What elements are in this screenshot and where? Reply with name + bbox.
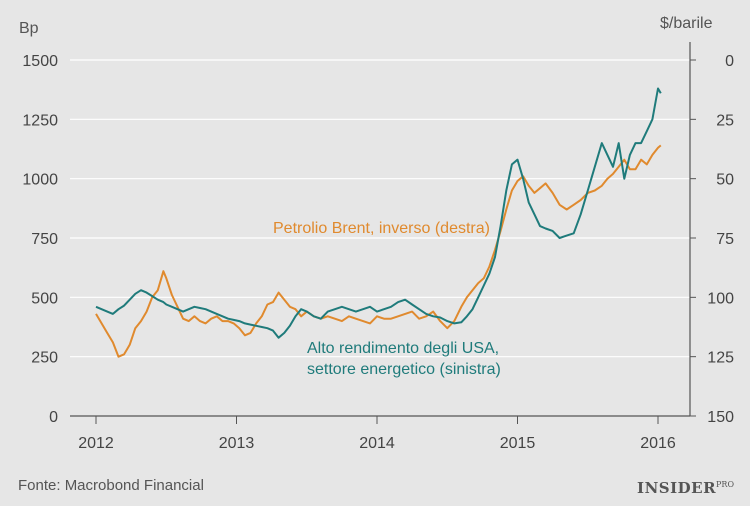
- x-tick-label-2014: 2014: [359, 435, 395, 452]
- left-axis-unit-label: Bp: [19, 20, 39, 37]
- left-tick-label-0: 0: [49, 409, 58, 426]
- high-yield-series-label-line1: Alto rendimento degli USA,: [307, 340, 499, 357]
- axes: 0 250 500 750 1000 1250 1500 0 25 50 75 100 125 150 20…: [22, 42, 734, 452]
- left-tick-label-1500: 1500: [22, 53, 58, 70]
- line-chart: 0 250 500 750 1000 1250 1500 0 25 50 75 100 125 150 20…: [19, 15, 734, 452]
- right-axis-unit-label: $/barile: [660, 15, 713, 32]
- left-tick-label-1250: 1250: [22, 112, 58, 129]
- logo-main-text: INSIDER: [637, 479, 717, 497]
- x-tick-label-2015: 2015: [500, 435, 536, 452]
- logo-pro-text: PRO: [716, 480, 734, 489]
- source-note: Fonte: Macrobond Financial: [18, 477, 204, 494]
- gridlines: [70, 59, 690, 358]
- right-tick-label-75: 75: [716, 231, 734, 248]
- left-tick-label-750: 750: [31, 231, 58, 248]
- right-tick-label-125: 125: [707, 350, 734, 367]
- left-tick-label-250: 250: [31, 350, 58, 367]
- x-tick-label-2013: 2013: [219, 435, 255, 452]
- x-tick-label-2016: 2016: [640, 435, 676, 452]
- x-tick-label-2012: 2012: [78, 435, 114, 452]
- right-tick-label-100: 100: [707, 290, 734, 307]
- series-line-brent: [95, 144, 662, 358]
- series-group: [95, 87, 662, 358]
- right-tick-label-0: 0: [725, 53, 734, 70]
- series-line-high-yield: [95, 87, 662, 339]
- high-yield-series-label-line2: settore energetico (sinistra): [307, 361, 501, 378]
- right-tick-label-50: 50: [716, 172, 734, 189]
- right-tick-label-150: 150: [707, 409, 734, 426]
- left-tick-label-1000: 1000: [22, 172, 58, 189]
- right-tick-label-25: 25: [716, 112, 734, 129]
- left-tick-label-500: 500: [31, 290, 58, 307]
- brent-series-label: Petrolio Brent, inverso (destra): [273, 220, 490, 237]
- insider-pro-logo: INSIDERPRO: [637, 479, 734, 497]
